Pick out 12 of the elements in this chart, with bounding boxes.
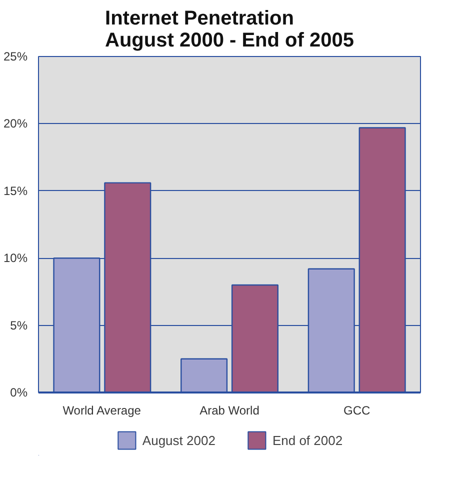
y-tick-label: 20% <box>3 116 28 131</box>
y-tick-label: 0% <box>10 386 28 400</box>
legend-label: End of 2002 <box>272 432 343 448</box>
y-tick-label: 10% <box>3 251 28 266</box>
x-tick-label: World Average <box>62 404 142 418</box>
y-tick-label: 5% <box>10 318 28 332</box>
y-tick-label: 15% <box>3 184 28 198</box>
chart-title: Internet Penetration August 2000 - End of 2005 <box>105 8 354 52</box>
y-tick-label: 25% <box>3 50 28 64</box>
x-tick-label: Arab World <box>200 404 260 418</box>
x-tick-label: GCC <box>344 404 370 418</box>
legend-label: August 2002 <box>142 432 216 448</box>
